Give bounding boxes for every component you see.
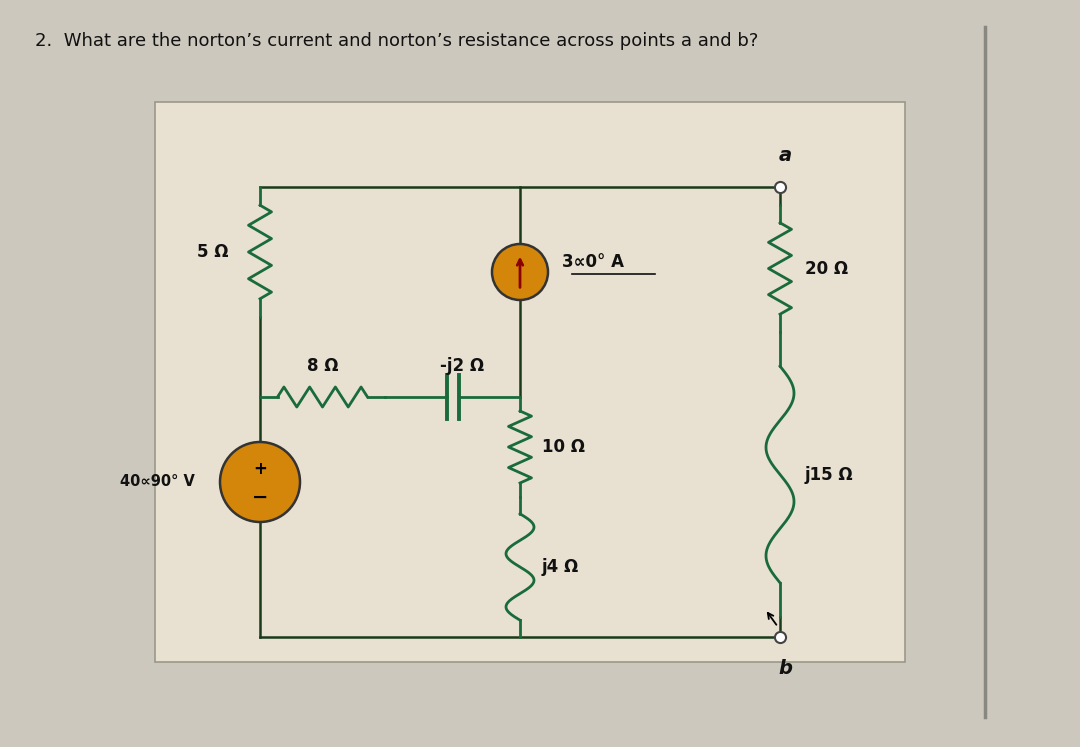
Text: b: b xyxy=(778,659,792,678)
Text: 3∝0° A: 3∝0° A xyxy=(562,253,624,271)
Text: 8 Ω: 8 Ω xyxy=(307,357,338,375)
Text: +: + xyxy=(253,460,267,478)
Text: 2.  What are the norton’s current and norton’s resistance across points a and b?: 2. What are the norton’s current and nor… xyxy=(35,32,758,50)
Circle shape xyxy=(220,442,300,522)
Circle shape xyxy=(492,244,548,300)
Text: 20 Ω: 20 Ω xyxy=(805,259,848,277)
Text: 5 Ω: 5 Ω xyxy=(197,243,228,261)
Text: 10 Ω: 10 Ω xyxy=(542,438,585,456)
Text: j15 Ω: j15 Ω xyxy=(805,465,853,483)
Text: j4 Ω: j4 Ω xyxy=(542,558,579,576)
Text: -j2 Ω: -j2 Ω xyxy=(441,357,485,375)
Text: −: − xyxy=(252,488,268,506)
Text: a: a xyxy=(779,146,792,165)
FancyBboxPatch shape xyxy=(156,102,905,662)
Text: 40∝90° V: 40∝90° V xyxy=(120,474,195,489)
